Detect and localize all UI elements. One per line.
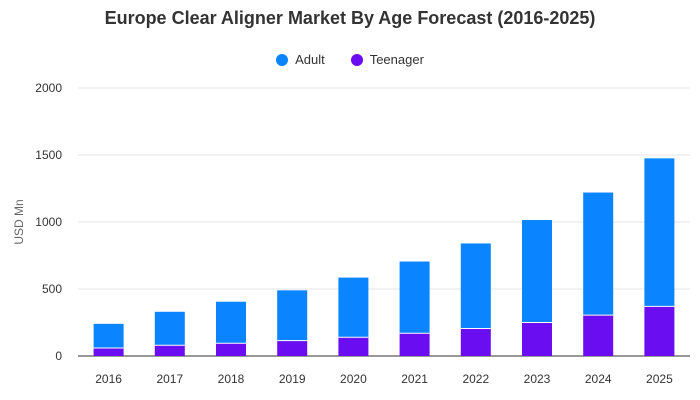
legend-label-teenager: Teenager bbox=[369, 52, 424, 67]
bar-teenager-2018 bbox=[216, 343, 246, 356]
x-tick-label: 2025 bbox=[646, 372, 673, 386]
x-tick-label: 2016 bbox=[95, 372, 122, 386]
bar-teenager-2019 bbox=[277, 340, 308, 356]
bar-teenager-2016 bbox=[93, 347, 124, 356]
legend-swatch-teenager bbox=[350, 53, 363, 66]
y-tick-label: 1000 bbox=[35, 215, 62, 229]
x-tick-label: 2024 bbox=[585, 372, 612, 386]
bar-teenager-2021 bbox=[399, 333, 430, 356]
x-tick-label: 2017 bbox=[156, 372, 183, 386]
y-axis-label: USD Mn bbox=[12, 199, 26, 244]
x-tick-label: 2020 bbox=[340, 372, 367, 386]
legend-label-adult: Adult bbox=[295, 52, 325, 67]
bar-teenager-2022 bbox=[460, 328, 491, 356]
bar-adult-2016 bbox=[93, 323, 124, 348]
chart-title: Europe Clear Aligner Market By Age Forec… bbox=[104, 8, 596, 28]
y-tick-label: 2000 bbox=[35, 81, 62, 95]
bar-teenager-2024 bbox=[583, 315, 614, 356]
bar-teenager-2017 bbox=[154, 345, 185, 356]
bar-adult-2024 bbox=[583, 192, 614, 316]
x-tick-label: 2023 bbox=[524, 372, 551, 386]
y-tick-label: 0 bbox=[55, 349, 62, 363]
bar-adult-2019 bbox=[277, 290, 308, 341]
bar-adult-2020 bbox=[338, 277, 369, 338]
legend: Adult Teenager bbox=[0, 52, 700, 67]
x-tick-label: 2018 bbox=[218, 372, 245, 386]
legend-item-teenager[interactable]: Teenager bbox=[350, 52, 424, 67]
x-tick-label: 2019 bbox=[279, 372, 306, 386]
bar-adult-2021 bbox=[399, 261, 430, 334]
bar-adult-2017 bbox=[154, 311, 185, 346]
y-tick-label: 1500 bbox=[35, 148, 62, 162]
bar-adult-2018 bbox=[216, 301, 246, 344]
bar-adult-2023 bbox=[522, 219, 552, 323]
bar-adult-2022 bbox=[460, 243, 491, 329]
legend-swatch-adult bbox=[276, 53, 289, 66]
legend-item-adult[interactable]: Adult bbox=[276, 52, 325, 67]
bar-teenager-2020 bbox=[338, 337, 369, 356]
bar-teenager-2023 bbox=[522, 322, 552, 356]
y-tick-label: 500 bbox=[42, 282, 62, 296]
x-tick-label: 2022 bbox=[462, 372, 489, 386]
bar-teenager-2025 bbox=[644, 306, 675, 356]
bar-adult-2025 bbox=[644, 158, 675, 307]
x-tick-label: 2021 bbox=[401, 372, 428, 386]
